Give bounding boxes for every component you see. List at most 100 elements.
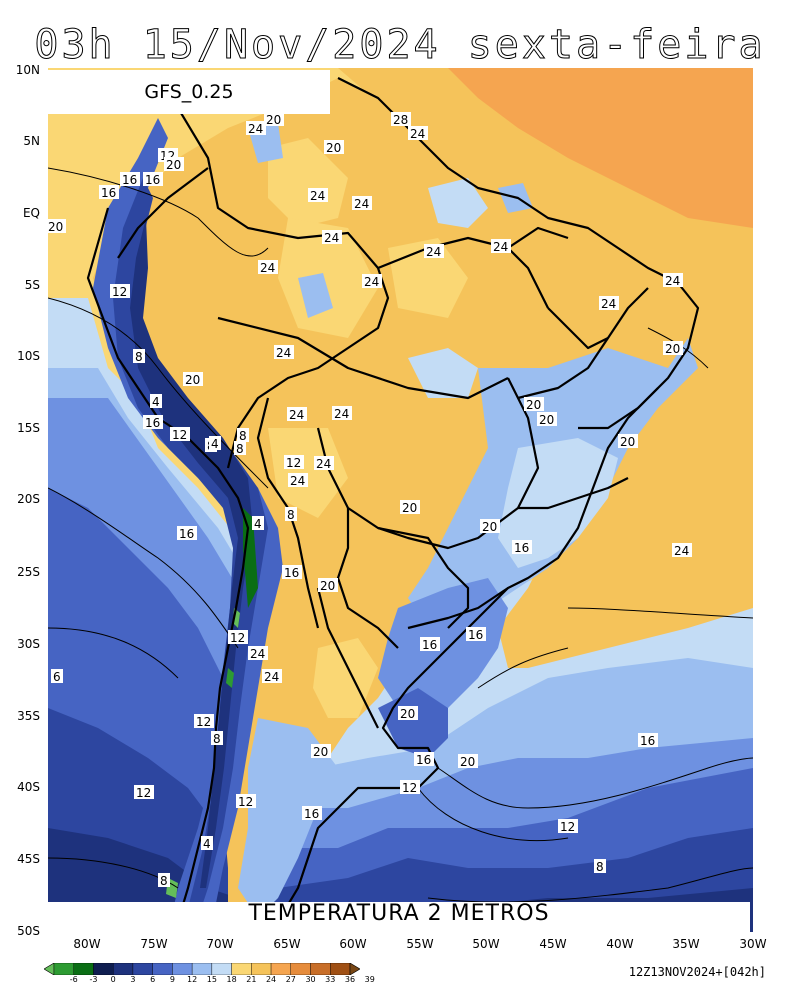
colorbar-tick-label: 9 [169, 975, 175, 984]
contour-label: 20 [400, 500, 420, 515]
svg-text:8: 8 [287, 508, 295, 522]
svg-text:20: 20 [460, 755, 475, 769]
svg-text:20: 20 [185, 373, 200, 387]
contour-label: 20 [48, 219, 66, 234]
svg-text:20: 20 [326, 141, 341, 155]
colorbar-tick-label: 6 [150, 975, 156, 984]
contour-label: 24 [258, 260, 278, 275]
svg-text:20: 20 [400, 707, 415, 721]
lon-tick: 45W [539, 937, 567, 951]
lat-tick: EQ [22, 206, 40, 220]
svg-text:16: 16 [284, 566, 299, 580]
svg-text:4: 4 [203, 837, 211, 851]
colorbar-low-arrow [44, 963, 55, 975]
contour-label: 24 [424, 244, 444, 259]
contour-label: 24 [262, 669, 282, 684]
svg-text:24: 24 [601, 297, 616, 311]
contour-label: 16 [120, 172, 140, 187]
lon-tick: 35W [672, 937, 700, 951]
svg-text:8: 8 [236, 442, 244, 456]
colorbar [44, 963, 360, 975]
contour-label: 24 [248, 646, 268, 661]
colorbar-tick-label: 12 [187, 975, 198, 984]
colorbar-swatch [53, 963, 74, 975]
contour-label: 16 [302, 806, 322, 821]
colorbar-swatch [330, 963, 351, 975]
svg-text:12: 12 [560, 820, 575, 834]
svg-text:20: 20 [166, 158, 181, 172]
svg-text:16: 16 [145, 416, 160, 430]
contour-label: 20 [264, 112, 284, 127]
contour-label: 24 [287, 407, 307, 422]
colorbar-swatch [112, 963, 134, 975]
colorbar-swatch [93, 963, 114, 975]
svg-text:16: 16 [468, 628, 483, 642]
colorbar-tick-label: 21 [246, 975, 257, 984]
svg-text:12: 12 [230, 631, 245, 645]
svg-text:24: 24 [316, 457, 331, 471]
svg-text:16: 16 [122, 173, 137, 187]
contour-label: 24 [246, 121, 266, 136]
contour-label: 24 [663, 273, 683, 288]
colorbar-tick-label: -6 [69, 975, 78, 984]
svg-text:12: 12 [286, 456, 301, 470]
svg-text:24: 24 [290, 474, 305, 488]
contour-label: 20 [537, 412, 557, 427]
colorbar-swatch [132, 963, 153, 975]
colorbar-high-arrow [349, 963, 360, 975]
colorbar-tick-label: 30 [305, 975, 316, 984]
contour-label: 20 [618, 434, 638, 449]
svg-text:8: 8 [213, 732, 221, 746]
model-label: GFS_0.25 [48, 70, 330, 114]
contour-label: 24 [599, 296, 619, 311]
svg-text:24: 24 [250, 647, 265, 661]
svg-text:12: 12 [238, 795, 253, 809]
svg-text:24: 24 [289, 408, 304, 422]
lon-tick: 40W [606, 937, 634, 951]
svg-text:20: 20 [266, 113, 281, 127]
contour-label: 24 [672, 543, 692, 558]
contour-label: 28 [391, 112, 411, 127]
contour-label: 12 [170, 427, 190, 442]
contour-label: 12 [558, 819, 578, 834]
lon-tick: 60W [339, 937, 367, 951]
svg-text:4: 4 [211, 437, 219, 451]
contour-label: 24 [408, 126, 428, 141]
svg-text:8: 8 [239, 429, 247, 443]
contour-label: 16 [414, 752, 434, 767]
contour-label: 8 [158, 873, 170, 888]
colorbar-labels: -6 -3 0 3 6 9 12 15 18 21 24 27 30 33 36 39 [44, 975, 375, 987]
temperature-map: 20 28 24 24 20 12 20 16 16 16 24 20 24 24 24 24 24 24 12 24… [48, 68, 753, 932]
lon-tick: 80W [73, 937, 101, 951]
svg-text:24: 24 [334, 407, 349, 421]
contour-label: 12 [228, 630, 248, 645]
colorbar-tick-label: 18 [226, 975, 237, 984]
contour-label: 24 [274, 345, 294, 360]
contour-label: 12 [236, 794, 256, 809]
colorbar-swatch [211, 963, 232, 975]
svg-text:20: 20 [402, 501, 417, 515]
contour-label: 20 [311, 744, 331, 759]
colorbar-tick-label: 36 [344, 975, 356, 984]
lat-tick: 5S [24, 278, 40, 292]
svg-text:4: 4 [254, 517, 262, 531]
svg-text:24: 24 [493, 240, 508, 254]
map-title: 03h 15/Nov/2024 sexta-feira [34, 22, 766, 69]
svg-text:24: 24 [276, 346, 291, 360]
colorbar-swatch [172, 963, 193, 975]
contour-label: 4 [252, 516, 264, 531]
colorbar-swatch [310, 963, 331, 975]
contour-label: 24 [362, 274, 382, 289]
variable-label: TEMPERATURA 2 METROS [48, 902, 750, 932]
svg-text:12: 12 [112, 285, 127, 299]
svg-text:20: 20 [482, 520, 497, 534]
svg-text:16: 16 [514, 541, 529, 555]
colorbar-tick-label: 39 [364, 975, 375, 984]
svg-text:20: 20 [48, 220, 63, 234]
svg-text:24: 24 [410, 127, 425, 141]
svg-text:6: 6 [53, 670, 61, 684]
lat-tick: 15S [17, 421, 40, 435]
contour-label: 4 [209, 436, 221, 451]
svg-text:20: 20 [620, 435, 635, 449]
